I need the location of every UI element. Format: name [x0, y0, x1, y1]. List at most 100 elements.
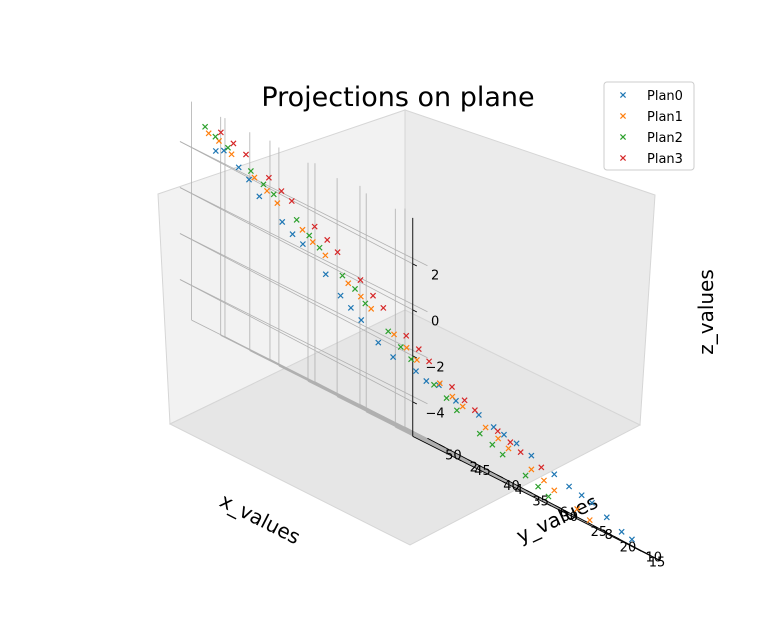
y-grid-floor [314, 381, 548, 505]
z-axis-label: z_values [694, 269, 718, 355]
data-point [426, 358, 433, 365]
data-point [391, 331, 398, 338]
legend-marker [619, 91, 627, 99]
y-grid-floor [359, 404, 593, 528]
data-point [358, 317, 365, 324]
z-grid-right [179, 141, 428, 267]
data-point [299, 226, 306, 233]
data-point [443, 395, 450, 402]
data-point [260, 181, 267, 188]
data-point [212, 133, 219, 140]
data-point [279, 218, 286, 225]
data-point [535, 483, 542, 490]
legend-item-Plan0[interactable]: Plan0 [619, 89, 683, 104]
legend-label: Plan1 [647, 110, 683, 125]
data-point [368, 305, 375, 312]
data-point [513, 440, 520, 447]
data-point [408, 356, 415, 363]
data-point [494, 428, 501, 435]
data-point [293, 216, 300, 223]
data-point [288, 198, 295, 205]
legend-item-Plan2[interactable]: Plan2 [619, 131, 683, 146]
x-tick-label: 40 [503, 479, 520, 494]
data-point [522, 472, 529, 479]
data-point [430, 381, 438, 388]
x-tick [613, 535, 620, 540]
y-tick [457, 458, 462, 462]
legend-label: Plan2 [647, 131, 683, 146]
x-axis-label: x_values [216, 488, 304, 549]
series-Plan1 [205, 130, 593, 524]
data-point [448, 383, 456, 390]
y-tick-label: 6 [560, 506, 568, 521]
data-point [242, 151, 250, 158]
z-grid-left [179, 233, 413, 357]
data-point [397, 343, 404, 351]
data-point [517, 449, 524, 456]
data-point [390, 354, 397, 361]
z-grid-right [179, 233, 428, 359]
axes: 15 20 25 30 35 40 45 50 2 4 6 8 10 −4 −2 0 2 [412, 217, 665, 571]
data-point [423, 378, 430, 385]
data-point [499, 451, 506, 458]
data-point [334, 249, 341, 256]
x-tick-label: 30 [561, 510, 578, 525]
data-point [351, 285, 359, 292]
data-point [489, 441, 496, 448]
data-point [566, 483, 573, 490]
x-tick-label: 20 [620, 540, 637, 555]
y-grid-floor [269, 358, 503, 482]
data-point [578, 492, 585, 499]
data-point [256, 193, 263, 200]
data-point [217, 129, 224, 136]
x-tick [526, 489, 533, 494]
z-grid-right [179, 187, 428, 313]
legend-item-Plan1[interactable]: Plan1 [619, 110, 683, 125]
data-point [337, 292, 344, 299]
x-tick [467, 459, 475, 463]
data-point [316, 244, 323, 251]
data-point [230, 140, 237, 147]
data-point [459, 403, 466, 410]
z-tick [412, 309, 418, 313]
data-point [224, 144, 232, 151]
x-tick [438, 443, 445, 448]
data-point [545, 493, 552, 500]
y-tick-label: 4 [515, 483, 523, 498]
data-point [528, 466, 535, 473]
z-tick [412, 263, 418, 267]
data-point [362, 300, 369, 307]
data-point [369, 292, 377, 299]
z-grid-left [179, 141, 413, 265]
data-point [482, 424, 489, 431]
x-tick-label: 50 [445, 449, 462, 464]
z-grid-right [179, 279, 428, 405]
y-axis-line [412, 435, 661, 562]
legend-label: Plan3 [647, 152, 683, 167]
data-point [415, 346, 422, 353]
data-point [540, 477, 547, 484]
data-point [357, 293, 364, 300]
grid-lines [179, 101, 643, 552]
legend[interactable]: Plan0 Plan1 Plan2 Plan3 [603, 81, 695, 171]
legend-item-Plan3[interactable]: Plan3 [619, 152, 683, 167]
data-point [274, 200, 281, 207]
y-grid-floor [404, 426, 638, 550]
z-tick [412, 401, 418, 405]
data-point [461, 397, 468, 404]
legend-label: Plan0 [647, 89, 683, 104]
data-point [339, 272, 346, 279]
data-point [322, 271, 329, 278]
data-point [380, 304, 387, 311]
legend-marker [619, 112, 627, 120]
y-tick [547, 503, 552, 507]
z-tick-label: −4 [426, 407, 445, 422]
legend-marker [619, 154, 627, 162]
data-point [495, 435, 502, 442]
data-point [476, 430, 483, 437]
data-point [375, 339, 382, 346]
y-tick [592, 526, 597, 530]
data-point [309, 239, 316, 246]
data-point [385, 328, 392, 335]
